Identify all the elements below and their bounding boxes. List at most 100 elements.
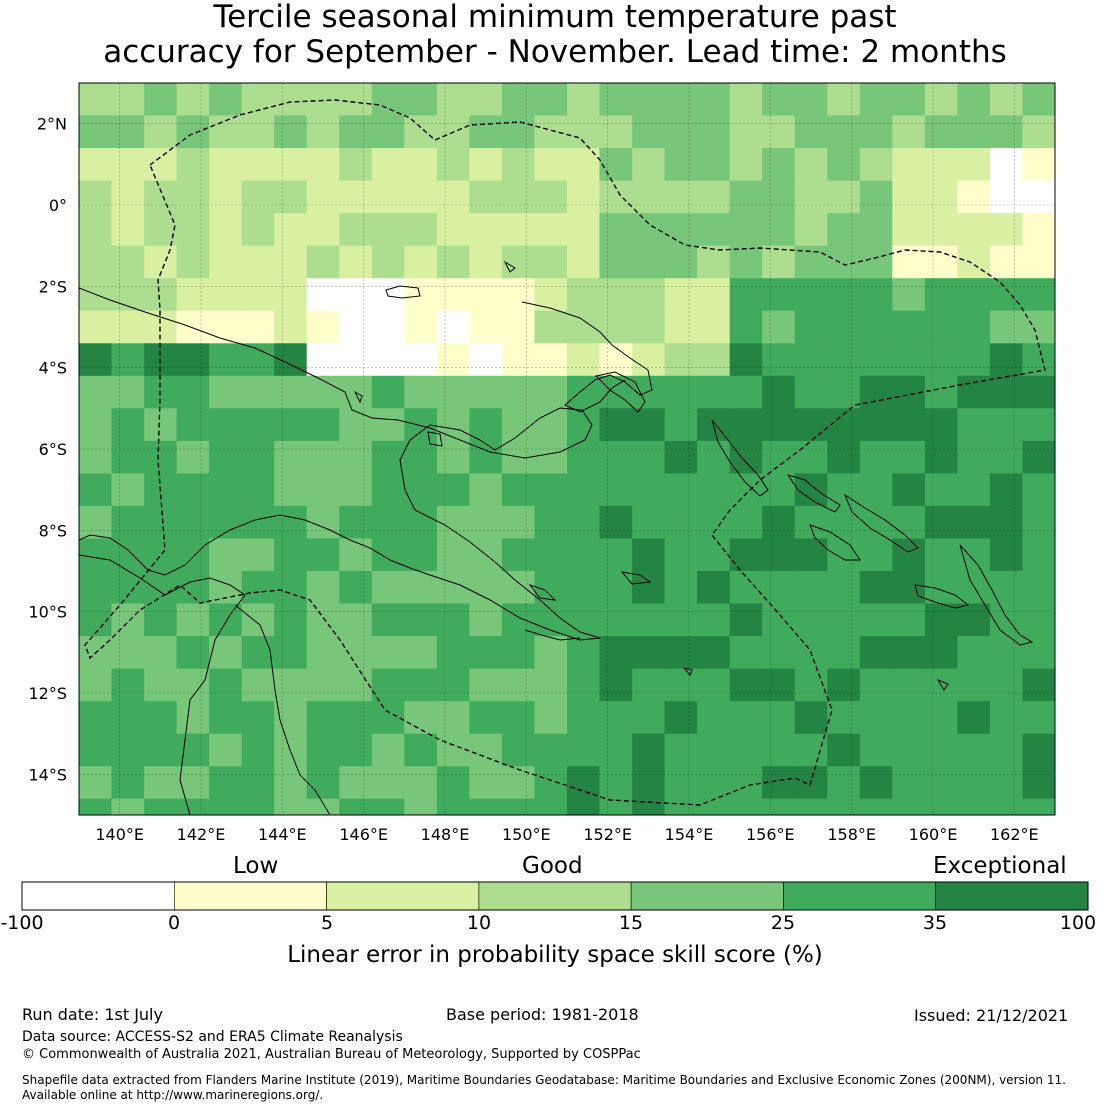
colorbar-frame <box>21 881 1089 911</box>
grid-cell <box>794 310 828 344</box>
grid-cell <box>501 148 535 182</box>
grid-cell <box>989 636 1023 670</box>
shapefile-credit-2: Available online at http://www.marinereg… <box>22 1088 324 1102</box>
grid-cell <box>632 440 666 474</box>
grid-cell <box>632 180 666 214</box>
grid-cell <box>176 375 210 409</box>
grid-cell <box>567 733 601 767</box>
grid-cell <box>567 375 601 409</box>
grid-cell <box>989 440 1023 474</box>
grid-cell <box>111 213 145 247</box>
grid-cell <box>762 245 796 279</box>
grid-cell <box>306 538 340 572</box>
grid-cell <box>859 213 893 247</box>
grid-cell <box>404 636 438 670</box>
png-eez <box>84 99 1046 806</box>
grid-cell <box>111 636 145 670</box>
grid-cell <box>144 798 178 815</box>
grid-cell <box>794 505 828 539</box>
lon-label: 144°E <box>258 825 307 844</box>
grid-cell <box>404 733 438 767</box>
grid-cell <box>436 148 470 182</box>
grid-cell <box>144 83 178 117</box>
grid-cell <box>827 440 861 474</box>
grid-cell <box>859 310 893 344</box>
grid-cell <box>274 245 308 279</box>
grid-cell <box>534 505 568 539</box>
grid-cell <box>697 213 731 247</box>
grid-cell <box>79 310 113 344</box>
grid-cell <box>79 473 113 507</box>
grid-cell <box>339 505 373 539</box>
grid-cell <box>827 701 861 735</box>
lon-label: 140°E <box>95 825 144 844</box>
louisiade <box>524 571 652 641</box>
grid-cell <box>209 701 243 735</box>
grid-cell <box>632 473 666 507</box>
grid-cell <box>729 148 763 182</box>
grid-cell <box>1022 571 1055 605</box>
grid-cell <box>957 148 991 182</box>
grid-cell <box>599 636 633 670</box>
grid-cell <box>567 245 601 279</box>
grid-cell <box>501 701 535 735</box>
grid-cell <box>1022 538 1055 572</box>
grid-cell <box>469 180 503 214</box>
grid-cell <box>501 505 535 539</box>
grid-cell <box>599 278 633 312</box>
colorbar-swatch <box>326 881 480 911</box>
grid-cell <box>1022 83 1055 117</box>
grid-cell <box>501 798 535 815</box>
grid-cell <box>209 343 243 377</box>
grid-cell <box>79 148 113 182</box>
grid-cell <box>599 571 633 605</box>
grid-cell <box>306 180 340 214</box>
grid-cell <box>144 440 178 474</box>
grid-cell <box>729 668 763 702</box>
grid-cell <box>144 571 178 605</box>
grid-cell <box>892 278 926 312</box>
grid-cell <box>436 278 470 312</box>
grid-cell <box>339 440 373 474</box>
new-guinea-coast <box>79 287 601 641</box>
grid-cell <box>501 343 535 377</box>
grid-cell <box>176 180 210 214</box>
grid-cell <box>827 310 861 344</box>
grid-cell <box>1022 733 1055 767</box>
grid-cell <box>371 180 405 214</box>
grid-cell <box>339 603 373 637</box>
grid-cell <box>567 538 601 572</box>
grid-cell <box>762 180 796 214</box>
grid-cell <box>176 440 210 474</box>
grid-cell <box>924 798 958 815</box>
grid-cell <box>501 408 535 442</box>
grid-cell <box>632 505 666 539</box>
grid-cell <box>957 701 991 735</box>
grid-cell <box>404 766 438 800</box>
eez-boundary <box>84 99 1046 806</box>
grid-cell <box>436 733 470 767</box>
category-exceptional: Exceptional <box>933 853 1067 879</box>
grid-cell <box>762 213 796 247</box>
grid-cell <box>924 603 958 637</box>
grid-cell <box>892 473 926 507</box>
grid-cell <box>794 733 828 767</box>
solomon-islands-4 <box>914 584 970 609</box>
grid-cell <box>859 343 893 377</box>
grid-cell <box>664 148 698 182</box>
grid-cell <box>144 148 178 182</box>
grid-cell <box>859 571 893 605</box>
grid-cell <box>111 701 145 735</box>
grid-cell <box>209 733 243 767</box>
grid-cell <box>957 213 991 247</box>
grid-cell <box>892 83 926 117</box>
grid-cell <box>729 636 763 670</box>
grid-cell <box>729 375 763 409</box>
grid-cell <box>404 310 438 344</box>
grid-cell <box>1022 375 1055 409</box>
grid-cell <box>339 213 373 247</box>
solomon-islands-1 <box>786 474 841 513</box>
grid-cell <box>762 83 796 117</box>
grid-cell <box>957 798 991 815</box>
grid-cell <box>957 180 991 214</box>
